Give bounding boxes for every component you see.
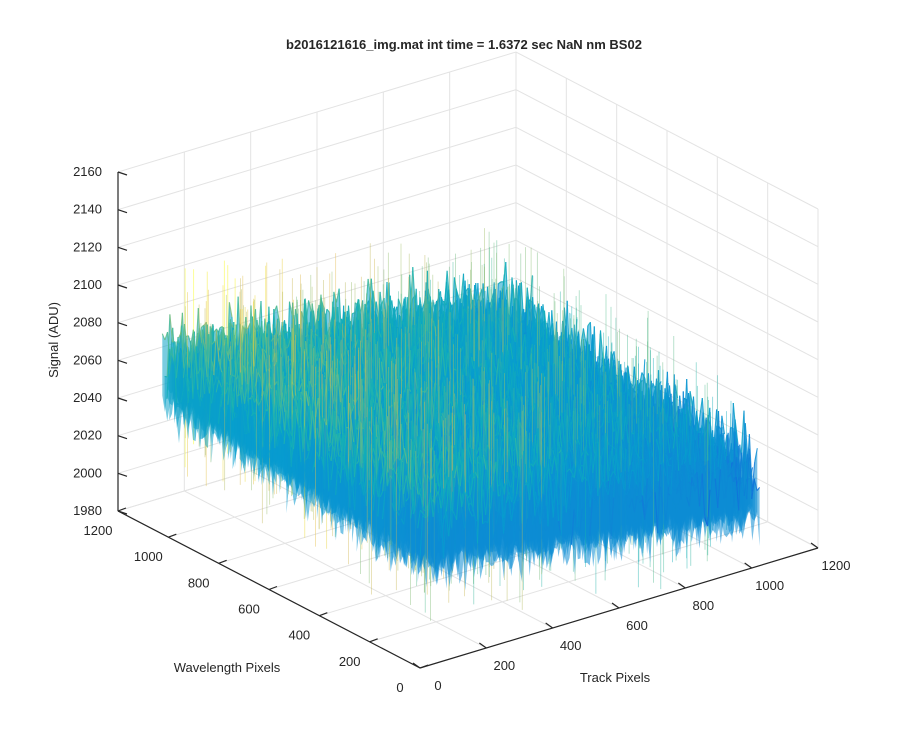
surface-edge — [379, 291, 384, 315]
surface-edge — [302, 304, 307, 354]
surface-edge — [173, 342, 178, 404]
surface-edge — [257, 300, 262, 333]
surface-edge — [185, 357, 190, 368]
surface-edge — [201, 366, 206, 394]
surface-edge — [397, 298, 402, 308]
surface-edge — [182, 356, 187, 378]
surface-edge — [197, 367, 202, 374]
surface-edge — [194, 352, 199, 390]
surface-edge — [273, 305, 278, 313]
surface-edge — [196, 328, 200, 347]
surface-edge — [190, 329, 194, 346]
surface-edge — [228, 302, 233, 318]
surface-edge — [502, 261, 507, 289]
surface-edge — [500, 288, 504, 297]
z-gridline — [117, 89, 819, 248]
surface-edge — [211, 340, 215, 345]
surface-edge — [227, 319, 231, 353]
surface-edge — [497, 281, 502, 285]
surface-edge — [169, 314, 174, 343]
surface-edge — [241, 327, 246, 343]
surface-edge — [443, 311, 447, 321]
surface-edge — [180, 387, 185, 403]
surface-edge — [198, 328, 203, 344]
surface-mesh — [161, 228, 761, 621]
surface-edge — [270, 332, 275, 337]
surface-edge — [218, 329, 223, 351]
surface-edge — [464, 308, 468, 315]
surface-edge — [316, 337, 321, 354]
surface-edge — [326, 308, 330, 313]
surface-edge — [187, 378, 192, 404]
surface-edge — [445, 289, 450, 306]
surface-edge — [351, 317, 355, 335]
surface-edge — [189, 340, 194, 399]
surface-edge — [185, 374, 189, 399]
surface-edge — [455, 288, 460, 298]
surface-edge — [161, 333, 166, 341]
surface-edge — [199, 337, 204, 407]
surface-edge — [311, 303, 316, 326]
y-gridline — [369, 182, 769, 643]
surface-edge — [192, 372, 196, 398]
surface-edge — [199, 396, 203, 403]
surface-edge — [180, 331, 185, 369]
surface-edge — [183, 323, 188, 348]
surface-edge — [256, 319, 261, 347]
surface-edge — [257, 343, 262, 349]
surface-edge — [249, 323, 254, 351]
surface-edge — [389, 295, 394, 333]
surface-edge — [213, 328, 218, 333]
surface-edge — [171, 353, 175, 362]
surface-edge — [397, 316, 401, 340]
surface-edge — [166, 348, 171, 399]
surface-edge — [196, 390, 201, 402]
surface-edge — [168, 346, 173, 375]
surface-edge — [185, 356, 190, 392]
surface-edge — [166, 314, 171, 377]
surface-edge — [317, 294, 322, 322]
surface-edge — [276, 305, 280, 322]
z-gridline — [117, 126, 819, 285]
z-gridline — [117, 51, 819, 210]
surface-edge — [288, 301, 293, 316]
surface-edge — [434, 299, 439, 306]
surface-edge — [175, 352, 180, 378]
